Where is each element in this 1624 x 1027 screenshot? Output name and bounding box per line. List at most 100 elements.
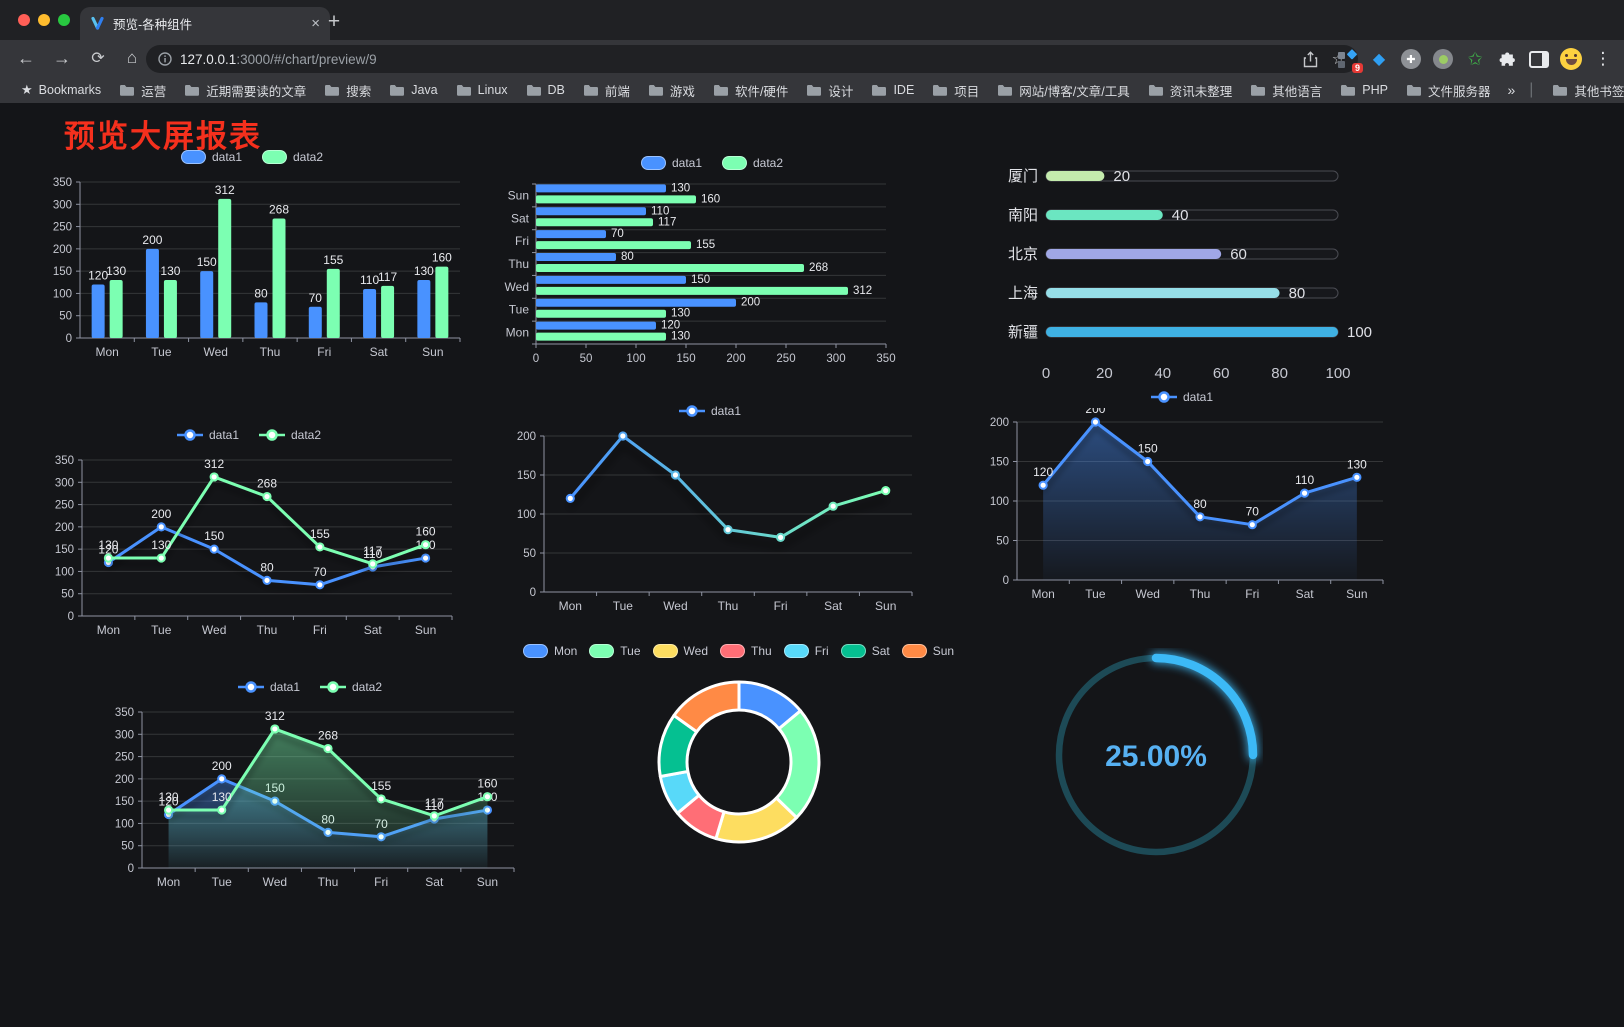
legend-item-data1[interactable]: data1 <box>678 404 741 418</box>
legend: data1 data2 <box>98 676 522 698</box>
bookmark-item[interactable]: 前端 <box>576 79 637 102</box>
legend-item-Sat[interactable]: Sat <box>840 644 890 658</box>
new-tab-button[interactable]: + <box>327 10 341 33</box>
bookmark-item[interactable]: DB <box>519 81 572 99</box>
legend-item-data2[interactable]: data2 <box>320 680 382 694</box>
back-icon[interactable]: ← <box>17 47 35 68</box>
chart-text: 300 <box>55 477 74 489</box>
extensions-puzzle-icon[interactable] <box>1496 48 1518 70</box>
chart-text: 150 <box>676 353 695 365</box>
chart-text: Fri <box>374 875 388 889</box>
legend-label: data2 <box>753 156 784 170</box>
data-point <box>1038 480 1048 490</box>
bookmark-item[interactable]: 近期需要读的文章 <box>177 79 313 102</box>
share-icon[interactable] <box>1303 50 1318 68</box>
legend-item-Sun[interactable]: Sun <box>901 644 954 658</box>
chart-text: Wed <box>505 280 529 294</box>
close-window-button[interactable] <box>18 14 30 26</box>
data-point <box>618 431 628 441</box>
page-content: 预览大屏报表 data1 data2 0 50 100 150 200 250 300 350 M… <box>0 103 1624 1027</box>
bar <box>536 286 848 295</box>
legend-item-data1[interactable]: data1 <box>176 428 239 442</box>
bookmark-item[interactable]: 软件/硬件 <box>706 79 795 102</box>
address-bar[interactable]: 127.0.0.1:3000/#/chart/preview/9 ☆ <box>146 45 1358 73</box>
legend-item-data1[interactable]: data1 <box>180 150 242 164</box>
reload-icon[interactable]: ⟳ <box>91 50 105 67</box>
favicon-icon <box>91 16 104 30</box>
legend-item-data1[interactable]: data1 <box>640 156 702 170</box>
bookmarks-overflow-chevron[interactable]: » <box>1507 82 1516 98</box>
chart-text: 130 <box>671 308 690 320</box>
extension-gem-icon[interactable]: ◆ <box>1372 51 1386 68</box>
tab-close-icon[interactable]: × <box>311 15 320 32</box>
site-info-icon[interactable] <box>158 52 172 66</box>
chart-text: 100 <box>115 818 134 830</box>
bookmark-item[interactable]: 搜索 <box>317 79 378 102</box>
chart-text: 160 <box>416 525 436 539</box>
profile-avatar[interactable] <box>1560 48 1582 70</box>
bookmarks-root[interactable]: ★ Bookmarks <box>14 80 108 100</box>
progress-fill <box>1046 288 1280 298</box>
bookmark-item[interactable]: 游戏 <box>641 79 702 102</box>
bookmark-item[interactable]: 运营 <box>112 79 173 102</box>
chart-text: Sat <box>511 211 530 225</box>
chart-text: 110 <box>425 799 444 813</box>
extension-badge: 9 <box>1351 63 1363 73</box>
chart-text: 北京 <box>1008 246 1038 263</box>
maximize-window-button[interactable] <box>58 14 70 26</box>
legend-item-Thu[interactable]: Thu <box>720 644 772 658</box>
chart-text: 0 <box>128 863 134 875</box>
menu-kebab-icon[interactable]: ⋮ <box>1594 49 1612 68</box>
bookmark-item[interactable]: PHP <box>1333 81 1395 99</box>
bookmark-item[interactable]: 文件服务器 <box>1399 79 1498 102</box>
area-line-chart: 0 50 100 150 200 Mon Tue Wed Thu Fri Sat Sun 120 200 1… <box>990 408 1384 601</box>
bookmark-item[interactable]: Linux <box>449 81 515 99</box>
side-panel-icon[interactable] <box>1528 48 1550 70</box>
legend-item-data2[interactable]: data2 <box>722 156 783 170</box>
data-point <box>420 553 431 563</box>
extension-record-icon[interactable] <box>1432 48 1454 70</box>
bookmark-item[interactable]: 其他语言 <box>1243 79 1329 102</box>
progress-fill <box>1046 210 1163 220</box>
bookmark-item[interactable]: 设计 <box>799 79 860 102</box>
bar <box>536 241 691 250</box>
legend-item-Tue[interactable]: Tue <box>589 644 641 658</box>
bookmark-item[interactable]: Java <box>382 81 444 99</box>
chart-text: Tue <box>509 303 530 317</box>
extension-star-icon[interactable]: ✩ <box>1467 48 1483 69</box>
chart-text: 100 <box>55 566 74 578</box>
folder-icon <box>1406 85 1421 96</box>
chart-text: 130 <box>1347 457 1367 471</box>
chart-text: 160 <box>477 777 497 791</box>
legend-item-data2[interactable]: data2 <box>262 150 323 164</box>
legend-item-Mon[interactable]: Mon <box>522 644 577 658</box>
browser-tab[interactable]: 预览-各种组件 × <box>80 7 330 40</box>
chart-text: 130 <box>151 538 171 552</box>
page-title: 预览大屏报表 <box>64 119 262 154</box>
bookmark-label: 近期需要读的文章 <box>206 84 307 99</box>
chart-text: 200 <box>212 759 232 773</box>
folder-icon <box>390 85 405 96</box>
donut-slice-Wed <box>713 796 798 844</box>
minimize-window-button[interactable] <box>38 14 50 26</box>
other-bookmarks-label: 其他书签 <box>1574 84 1624 99</box>
legend-item-data1[interactable]: data1 <box>1150 390 1213 404</box>
extension-grid-icon[interactable]: 9 <box>1336 48 1363 73</box>
other-bookmarks[interactable]: 其他书签 <box>1545 79 1624 102</box>
home-icon[interactable]: ⌂ <box>126 48 138 67</box>
bar <box>200 271 214 338</box>
bookmark-item[interactable]: 项目 <box>925 79 986 102</box>
chart-text: Fri <box>1245 587 1259 601</box>
bookmark-item[interactable]: 资讯未整理 <box>1141 79 1240 102</box>
legend-item-Wed[interactable]: Wed <box>652 644 708 658</box>
extension-settings-icon[interactable]: ✚ <box>1400 48 1422 70</box>
bookmark-item[interactable]: 网站/博客/文章/工具 <box>990 79 1136 102</box>
bookmark-item[interactable]: IDE <box>864 81 921 99</box>
legend-item-Fri[interactable]: Fri <box>783 644 829 658</box>
legend-item-data2[interactable]: data2 <box>259 428 321 442</box>
bookmark-label: PHP <box>1362 83 1388 97</box>
chart-text: 155 <box>371 779 391 793</box>
legend-item-data1[interactable]: data1 <box>237 680 300 694</box>
bar <box>536 332 666 341</box>
forward-icon[interactable]: → <box>53 47 71 68</box>
